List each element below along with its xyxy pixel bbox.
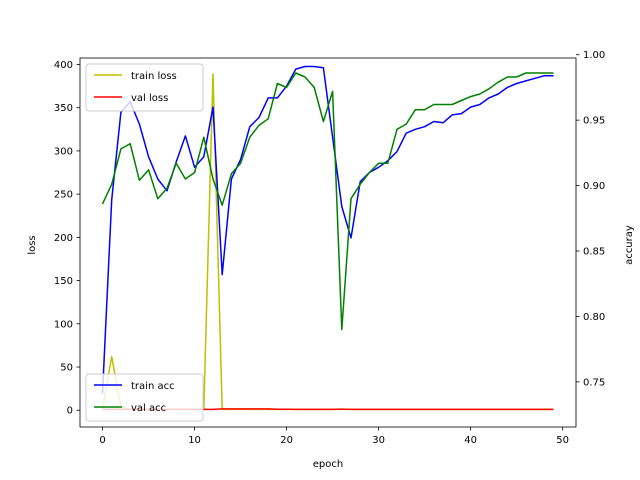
tick-layer: 0 10 20 30 40 50 0 50 100 150 200 250 300 350 400 0.75 0… — [54, 50, 605, 446]
x-tick-label: 40 — [464, 435, 477, 446]
y-tick-label-right: 0.90 — [583, 181, 605, 192]
series-line-train-acc — [101, 65, 554, 394]
series-layer — [101, 65, 554, 411]
plot-frame — [79, 57, 577, 428]
legend-upper-left: train loss val loss — [85, 63, 204, 112]
y-axis-label-right: accuray — [624, 225, 635, 265]
y-tick-label-left: 150 — [54, 276, 73, 287]
legend-label-val-acc: val acc — [131, 403, 166, 414]
x-tick-label: 10 — [188, 435, 201, 446]
legend-layer: train loss val loss train acc val acc — [85, 63, 204, 422]
y-tick-label-left: 0 — [67, 406, 73, 417]
y-axis-label-left: loss — [27, 235, 38, 254]
x-tick-label: 0 — [99, 435, 105, 446]
y-tick-label-right: 0.80 — [583, 312, 605, 323]
y-tick-label-left: 100 — [54, 319, 73, 330]
x-axis-label: epoch — [313, 459, 343, 470]
legend-label-train-loss: train loss — [131, 71, 177, 82]
y-tick-label-right: 0.95 — [583, 116, 605, 127]
y-tick-label-right: 0.75 — [583, 377, 605, 388]
legend-label-val-loss: val loss — [131, 93, 168, 104]
y-tick-label-right: 0.85 — [583, 247, 605, 258]
y-tick-label-left: 50 — [60, 363, 73, 374]
y-tick-label-left: 400 — [54, 60, 73, 71]
series-line-val-acc — [101, 72, 554, 331]
series-line-train-loss — [101, 73, 554, 411]
y-tick-label-left: 200 — [54, 233, 73, 244]
legend-lower-left: train acc val acc — [85, 373, 204, 422]
x-tick-label: 20 — [280, 435, 293, 446]
x-tick-label: 50 — [556, 435, 569, 446]
legend-label-train-acc: train acc — [131, 381, 175, 392]
y-tick-label-left: 350 — [54, 103, 73, 114]
plot-border — [79, 57, 577, 428]
y-tick-label-left: 300 — [54, 146, 73, 157]
y-tick-label-left: 250 — [54, 190, 73, 201]
y-tick-label-right: 1.00 — [583, 50, 605, 61]
x-tick-label: 30 — [372, 435, 385, 446]
